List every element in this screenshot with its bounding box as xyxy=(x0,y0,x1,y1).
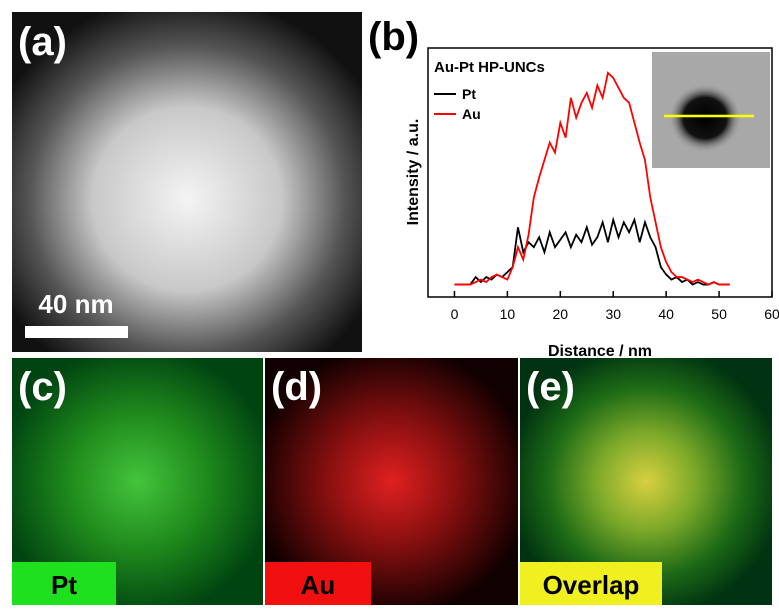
figure: (a) 40 nm (b) (c) (d) (e) Pt Au Overlap … xyxy=(0,0,779,605)
x-tick-label: 0 xyxy=(451,306,459,322)
scale-bar-label: 40 nm xyxy=(38,289,113,319)
x-tick-label: 40 xyxy=(658,306,674,322)
x-axis-label: Distance / nm xyxy=(548,343,652,360)
x-tick-label: 30 xyxy=(605,306,621,322)
x-tick-label: 60 xyxy=(764,306,779,322)
line-chart: Au-Pt HP-UNCs Intensity / a.u. Distance … xyxy=(405,48,779,360)
legend-title: Au-Pt HP-UNCs xyxy=(434,59,545,76)
x-tick-label: 10 xyxy=(500,306,516,322)
element-label: Au xyxy=(301,570,336,600)
y-axis-label: Intensity / a.u. xyxy=(405,119,422,226)
panel-label: (b) xyxy=(368,15,419,59)
scale-bar xyxy=(25,326,128,338)
element-label: Pt xyxy=(51,570,77,600)
panel-label: (c) xyxy=(18,365,67,409)
panel-label: (a) xyxy=(18,20,67,64)
panel-label: (e) xyxy=(526,365,575,409)
legend-label: Au xyxy=(462,106,481,122)
x-tick-label: 50 xyxy=(711,306,727,322)
legend-label: Pt xyxy=(462,86,476,102)
panel-label: (d) xyxy=(271,365,322,409)
inset-particle xyxy=(669,84,741,152)
x-tick-label: 20 xyxy=(553,306,569,322)
element-label: Overlap xyxy=(543,570,640,600)
